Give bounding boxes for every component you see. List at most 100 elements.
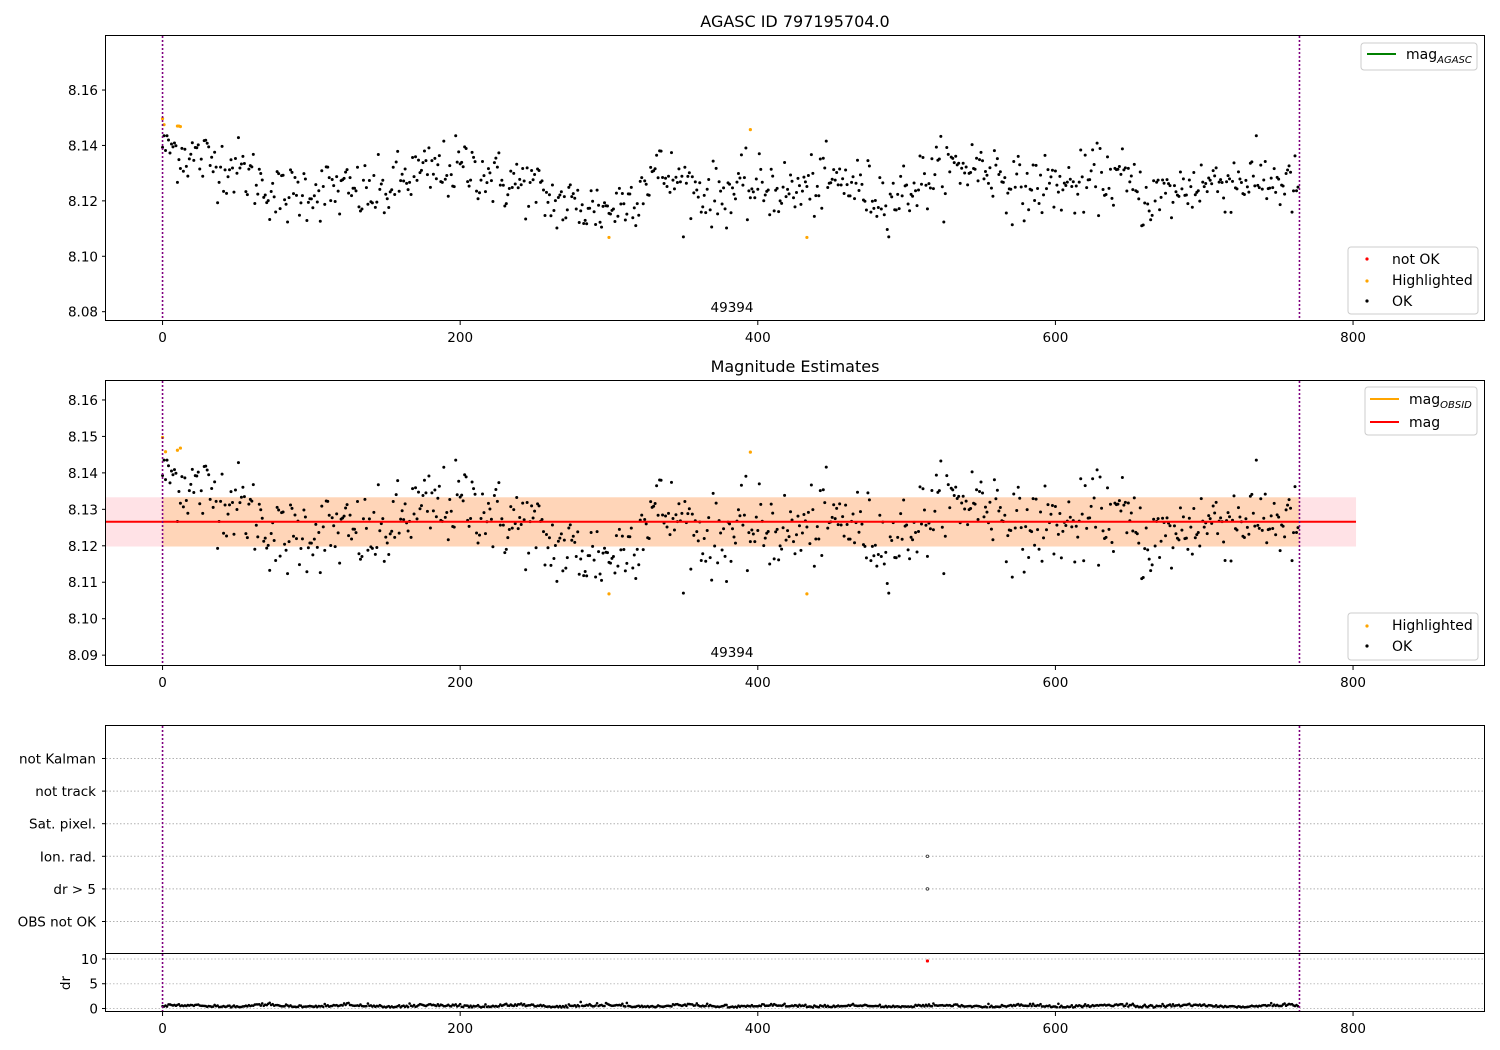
ok-point [800,189,804,193]
ok-point [781,185,785,189]
ok-point [814,537,818,541]
ok-point [506,536,510,540]
ok-point [1049,512,1053,516]
ok-point [951,156,955,160]
ok-point [1082,559,1086,563]
ok-point [943,192,947,196]
ok-point [738,176,742,180]
ok-point [1107,527,1111,531]
highlighted-point [607,235,611,240]
ok-point [522,179,526,183]
ok-point [1147,557,1151,561]
ok-point [515,162,519,166]
ok-point [561,569,565,573]
ok-point [826,185,830,189]
ok-point [772,209,776,213]
ok-point [1037,547,1041,551]
ok-point [381,517,385,521]
ok-point [1033,198,1037,202]
ok-point [730,527,734,531]
ok-point [452,525,456,529]
ok-point [207,145,211,149]
ok-point [442,465,446,469]
ok-point [300,194,304,198]
ok-point [625,561,629,565]
ok-point [241,154,245,158]
ok-point [1141,576,1145,580]
ok-point [1076,535,1080,539]
ok-point [1251,174,1255,178]
ok-point [600,578,604,582]
ok-point [300,537,304,541]
ok-point [353,527,357,531]
ok-point [937,157,941,161]
dr-point [670,1005,673,1008]
ok-point [1042,536,1046,540]
flag-row-label: OBS not OK [18,915,98,931]
ok-point [1119,172,1123,176]
ok-point [835,506,839,510]
ok-point [446,538,450,542]
ok-point [486,167,490,171]
ok-point [594,575,598,579]
ok-point [336,189,340,193]
ok-point [387,553,391,557]
x-tick-label: 800 [1340,1021,1366,1037]
ok-point [327,176,331,180]
ok-point [1100,506,1104,510]
ok-point [228,168,232,172]
ok-point [887,235,891,239]
ok-point [1177,538,1181,542]
ok-point [402,179,406,183]
ok-point [396,149,400,153]
ok-point [714,166,718,170]
ok-point [299,201,303,205]
ok-point [725,579,729,583]
ok-point [905,523,909,527]
ok-point [934,145,938,149]
ok-point [577,220,581,224]
ok-point [233,488,237,492]
ok-point [981,491,985,495]
ok-point [789,510,793,514]
dr-point [1125,1002,1129,1005]
ok-point [1039,173,1043,177]
ok-point [198,502,202,506]
ok-point [1271,526,1275,530]
ok-point [1265,197,1269,201]
ok-point [192,158,196,162]
ok-point [329,543,333,547]
ok-point [864,208,868,212]
ok-point [1216,190,1220,194]
ok-point [1037,201,1041,205]
ok-point [708,556,712,560]
ok-point [699,559,703,563]
ok-point [187,157,191,161]
ok-point [421,161,425,165]
ok-point [888,535,892,539]
ok-point [393,535,397,539]
ok-point [908,557,912,561]
ok-point [942,572,946,576]
ok-point [628,535,632,539]
ok-point [388,532,392,536]
ok-point [467,184,471,188]
ok-point [183,147,187,151]
ok-point [540,518,544,522]
ok-point [1016,485,1020,489]
ok-point [725,226,729,230]
ok-point [204,464,208,468]
ok-point [236,136,240,140]
dr-point [412,1003,416,1007]
ok-point [851,175,855,179]
ok-point [495,165,499,169]
ok-point [917,188,921,192]
ok-point [850,180,854,184]
ok-point [510,526,514,530]
ok-point [1238,177,1242,181]
ok-point [762,199,766,203]
ok-point [844,503,848,507]
ok-point [841,177,845,181]
ok-point [811,508,815,512]
ok-point [1031,163,1035,167]
